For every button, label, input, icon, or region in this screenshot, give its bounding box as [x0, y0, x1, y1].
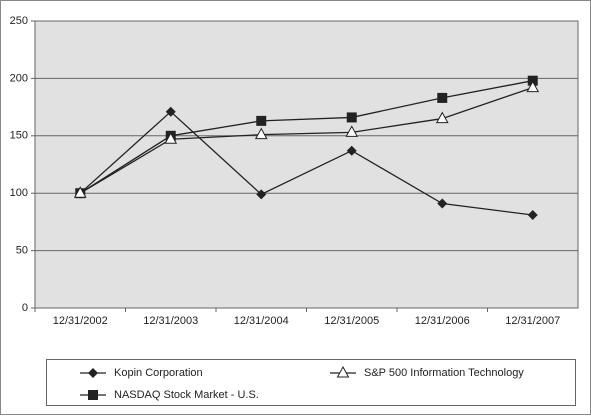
series-line — [79, 80, 533, 194]
y-tick-label: 250 — [10, 15, 28, 27]
legend — [46, 359, 576, 406]
x-tick-label: 12/31/2006 — [415, 315, 470, 327]
marker — [345, 125, 359, 137]
marker — [527, 210, 538, 221]
y-tick-label: 50 — [16, 245, 28, 257]
marker — [437, 198, 448, 209]
marker — [256, 189, 267, 200]
x-tick-label: 12/31/2005 — [324, 315, 379, 327]
legend-label: NASDAQ Stock Market - U.S. — [114, 389, 259, 401]
marker — [435, 111, 449, 124]
y-tick-label: 200 — [10, 72, 28, 84]
marker — [165, 106, 176, 117]
marker — [336, 365, 350, 378]
legend-label: S&P 500 Information Technology — [364, 367, 524, 379]
marker — [73, 186, 87, 198]
x-tick-label: 12/31/2002 — [53, 315, 108, 327]
marker — [346, 145, 357, 156]
marker — [88, 368, 98, 378]
marker — [437, 92, 448, 103]
marker — [346, 112, 357, 123]
plot-area — [34, 20, 579, 309]
marker — [256, 115, 267, 126]
x-tick-label: 12/31/2007 — [505, 315, 560, 327]
legend-label: Kopin Corporation — [114, 367, 203, 379]
series-line — [79, 110, 533, 216]
series-line — [79, 86, 533, 194]
x-tick-label: 12/31/2003 — [143, 315, 198, 327]
y-tick-label: 150 — [10, 130, 28, 142]
x-tick-label: 12/31/2004 — [234, 315, 289, 327]
marker — [88, 390, 98, 400]
marker — [254, 127, 268, 140]
marker — [526, 80, 540, 93]
y-tick-label: 100 — [10, 187, 28, 199]
marker — [164, 132, 178, 144]
y-tick-label: 0 — [22, 302, 28, 314]
